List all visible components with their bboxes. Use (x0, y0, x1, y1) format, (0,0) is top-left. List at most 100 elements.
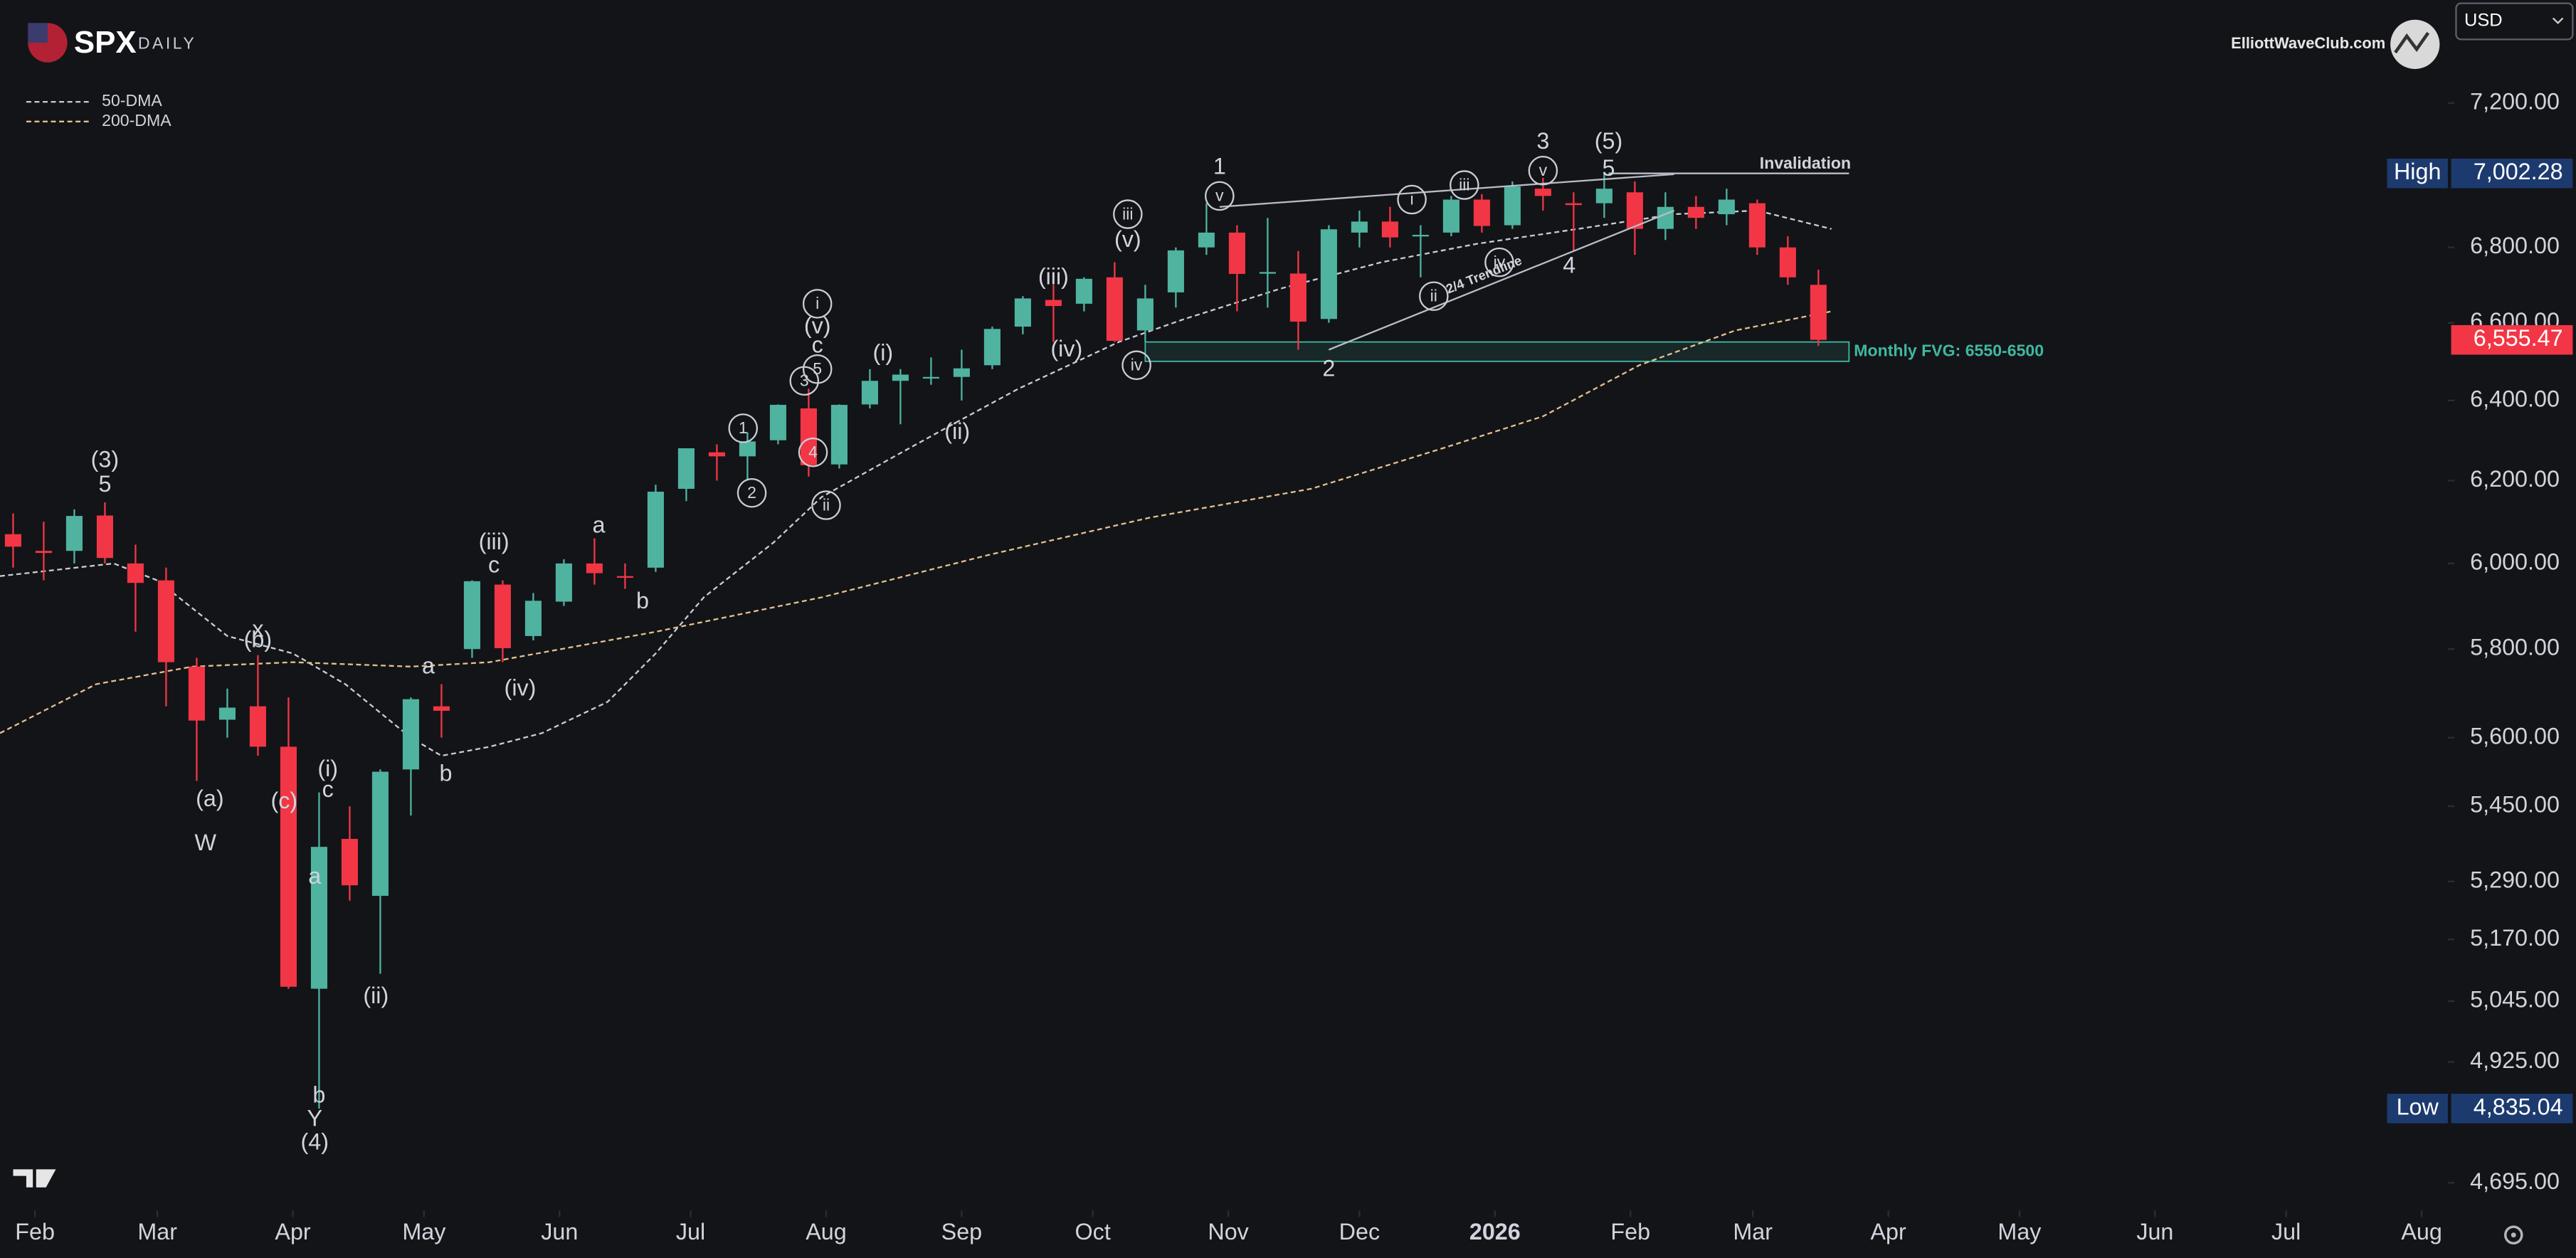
candle-body (65, 516, 83, 551)
price-label: 7,002.28 (2474, 159, 2563, 184)
wave-label: a (593, 512, 606, 538)
wave-label: 2 (747, 483, 756, 502)
gear-icon[interactable] (2503, 1225, 2523, 1244)
wave-label: (iii) (1038, 263, 1069, 289)
candle-body (1565, 203, 1582, 206)
trendline (1328, 209, 1675, 351)
candle-body (433, 706, 450, 711)
x-tick-label: Feb (1610, 1219, 1650, 1244)
candle-body (1351, 221, 1368, 233)
wave-label: iii (1122, 204, 1133, 223)
wave-label: b (312, 1082, 325, 1107)
y-tick-label: 5,290.00 (2470, 867, 2560, 892)
gear-center[interactable] (2511, 1232, 2516, 1238)
candle-body (1136, 298, 1154, 331)
header: SPX DAILY 50-DMA 200-DMA ElliottWaveClub… (26, 2, 2574, 130)
wave-circle (1113, 199, 1143, 229)
candle-body (1718, 199, 1735, 215)
candle-body (922, 376, 939, 379)
fvg-zone (1144, 341, 1850, 362)
x-tick-label: Apr (275, 1219, 311, 1244)
wave-label: (v) (1114, 226, 1141, 252)
wave-circle (1484, 247, 1514, 278)
candle-body (371, 771, 389, 897)
candle-body (1748, 203, 1765, 248)
wave-label: (iv) (505, 675, 537, 700)
symbol: SPX (74, 25, 137, 60)
wave-circle (737, 477, 767, 508)
legend-label: 50-DMA (102, 91, 162, 110)
wave-label: (i) (872, 340, 893, 366)
wave-label: ii (1430, 286, 1437, 305)
wave-label: (i) (317, 756, 338, 781)
wave-label: a (308, 863, 321, 889)
candle-body (555, 563, 572, 602)
wave-label: (4) (301, 1129, 329, 1155)
candle-body (1259, 272, 1276, 274)
candle-body (1779, 247, 1796, 278)
wave-label: (5) (1595, 128, 1622, 154)
candle-body (1167, 250, 1184, 292)
candle-body (1381, 221, 1398, 238)
y-tick-label: 5,170.00 (2470, 925, 2560, 951)
candle-body (35, 551, 52, 554)
wave-circle (802, 289, 833, 319)
candle-body (677, 448, 695, 489)
x-tick-label: Jul (676, 1219, 705, 1244)
price-label-box (2451, 324, 2573, 355)
x-tick-label: Apr (1871, 1219, 1907, 1244)
chevron[interactable] (2552, 17, 2564, 24)
y-tick-label: 4,695.00 (2470, 1168, 2560, 1194)
wave-label: 2 (1322, 355, 1335, 381)
candle-body (1595, 189, 1612, 204)
y-tick-label: 6,800.00 (2470, 233, 2560, 258)
wave-label: 5 (98, 471, 111, 497)
tv-logo (13, 1169, 56, 1188)
candle-body (1534, 189, 1551, 196)
wave-label: 3 (800, 371, 809, 389)
currency-label[interactable]: USD (2464, 11, 2503, 31)
candle-body (586, 563, 603, 574)
candle-body (96, 515, 113, 559)
candle-body (1657, 206, 1674, 229)
candle-body (218, 707, 236, 720)
candle-body (157, 580, 174, 662)
y-tick-label: 6,400.00 (2470, 386, 2560, 411)
candle-body (1014, 298, 1031, 327)
wave-label: Invalidation (1760, 154, 1851, 172)
price-label-box (2451, 1094, 2573, 1124)
settings[interactable] (2503, 1225, 2523, 1244)
currency-box[interactable] (2455, 2, 2574, 41)
candle-body (4, 534, 21, 547)
y-tick-label: 4,925.00 (2470, 1047, 2560, 1073)
candle-body (524, 601, 542, 636)
price-label-name: Low (2397, 1094, 2439, 1120)
price-label: 4,835.04 (2474, 1094, 2563, 1120)
wave-label: (iv) (1050, 336, 1082, 361)
wave-label: iv (1131, 356, 1143, 374)
wave-label: c (488, 552, 500, 578)
x-tick-label: Oct (1075, 1219, 1111, 1244)
wave-label: a (422, 652, 435, 678)
candle-body (1320, 229, 1337, 319)
wave-label: 1 (1213, 153, 1226, 179)
candle-body (188, 666, 205, 721)
wave-label: 5 (813, 359, 822, 378)
wave-circle (1528, 156, 1558, 186)
candle-body (127, 563, 144, 583)
wave-label: ii (823, 495, 830, 514)
wave-label: (ii) (363, 983, 389, 1008)
candle-body (1504, 186, 1521, 226)
candle-body (1626, 192, 1643, 229)
wave-circle (1419, 281, 1449, 311)
candle-body (647, 492, 664, 568)
x-tick-label: Nov (1208, 1219, 1249, 1244)
candle-body (402, 699, 419, 770)
source: ElliottWaveClub.com (2231, 34, 2385, 52)
candle-body (1289, 273, 1307, 322)
currency-select[interactable]: USD (2455, 2, 2574, 41)
candle-body (280, 746, 297, 987)
x-tick-label: Aug (806, 1219, 846, 1244)
